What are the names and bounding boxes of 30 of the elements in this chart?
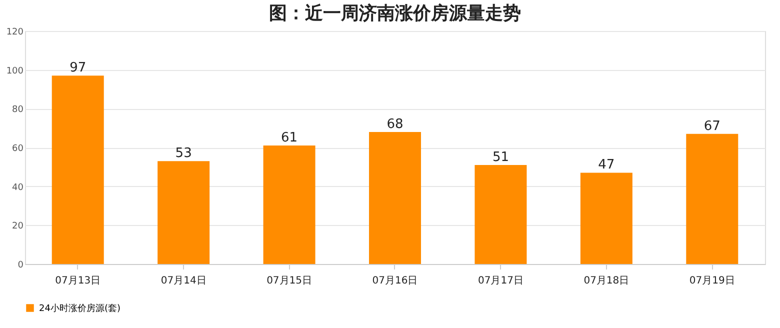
data-label: 51 [492, 150, 509, 165]
bar [369, 132, 421, 264]
x-tick-label: 07月16日 [372, 276, 418, 286]
y-tick-label: 20 [12, 222, 24, 232]
data-label: 61 [281, 130, 298, 146]
bar [474, 164, 527, 264]
chart-title: 图：近一周济南涨价房源量走势 [269, 3, 521, 24]
y-tick-label: 0 [18, 260, 24, 270]
x-tick-label: 07月17日 [478, 276, 524, 286]
x-tick-label: 07月19日 [689, 276, 735, 286]
x-tick-label: 07月15日 [266, 276, 312, 286]
bar [158, 161, 210, 264]
bar [52, 76, 104, 264]
y-tick-label: 60 [12, 144, 24, 154]
y-tick-label: 120 [6, 28, 24, 38]
data-label: 68 [386, 116, 404, 132]
y-tick-label: 40 [12, 182, 24, 193]
legend-label: 24小时涨价房源(套) [39, 303, 120, 314]
bar [263, 146, 316, 264]
bar [686, 134, 738, 264]
bar [580, 172, 632, 264]
y-tick-label: 80 [12, 105, 24, 116]
x-tick-label: 07月18日 [584, 276, 630, 286]
x-tick-label: 07月14日 [160, 276, 206, 286]
data-label: 53 [175, 146, 192, 162]
x-tick-label: 07月13日 [55, 276, 101, 286]
data-label: 47 [598, 158, 615, 173]
data-label: 97 [70, 60, 86, 76]
y-tick-label: 100 [6, 66, 24, 76]
data-label: 67 [704, 118, 720, 134]
